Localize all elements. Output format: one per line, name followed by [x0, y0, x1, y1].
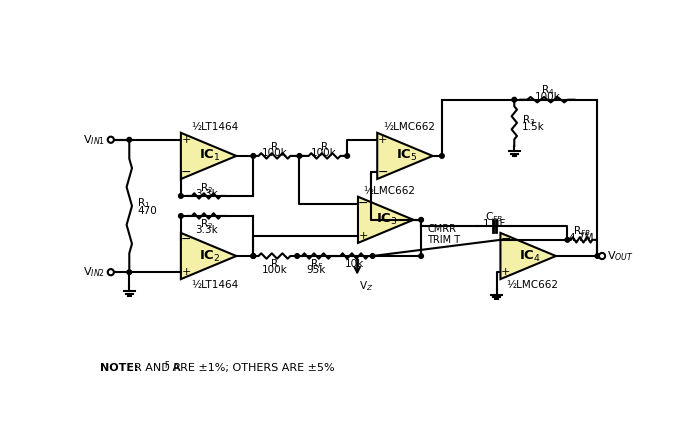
- Text: F: F: [164, 361, 169, 370]
- Text: 100k: 100k: [535, 92, 560, 102]
- Text: CMRR
TRIM T: CMRR TRIM T: [427, 224, 461, 245]
- Text: 100k: 100k: [312, 148, 337, 158]
- Text: IC$_2$: IC$_2$: [199, 249, 221, 264]
- Text: ½LMC662: ½LMC662: [506, 280, 558, 290]
- Polygon shape: [358, 197, 414, 243]
- Text: ½LT1464: ½LT1464: [191, 122, 239, 132]
- Text: ½LMC662: ½LMC662: [383, 122, 435, 132]
- Text: +: +: [501, 267, 510, 277]
- Circle shape: [345, 154, 349, 158]
- Text: IC$_3$: IC$_3$: [377, 212, 398, 227]
- Text: −: −: [181, 233, 192, 246]
- Polygon shape: [181, 233, 237, 279]
- Text: +: +: [181, 135, 191, 145]
- Text: 3.3k: 3.3k: [195, 225, 218, 235]
- Text: 100k: 100k: [262, 265, 287, 275]
- Text: 470: 470: [137, 206, 157, 216]
- Circle shape: [595, 254, 600, 259]
- Circle shape: [251, 154, 256, 158]
- Polygon shape: [500, 233, 556, 279]
- Text: R$_F$: R$_F$: [309, 257, 323, 271]
- Text: R: R: [271, 142, 278, 152]
- Text: C$_{FB}$: C$_{FB}$: [485, 210, 503, 224]
- Text: 3.3k: 3.3k: [195, 189, 218, 200]
- Text: ARE ±1%; OTHERS ARE ±5%: ARE ±1%; OTHERS ARE ±5%: [169, 363, 335, 373]
- Text: −: −: [181, 165, 192, 178]
- Text: 10k: 10k: [344, 259, 364, 269]
- Text: −: −: [358, 197, 369, 210]
- Circle shape: [419, 217, 423, 222]
- Text: −: −: [500, 233, 511, 246]
- Text: R$_2$: R$_2$: [199, 181, 213, 195]
- Text: R$_1$: R$_1$: [137, 196, 150, 210]
- Text: IC$_4$: IC$_4$: [519, 249, 541, 264]
- Text: R AND R: R AND R: [134, 363, 181, 373]
- Circle shape: [370, 254, 375, 259]
- Circle shape: [127, 270, 132, 275]
- Circle shape: [565, 238, 570, 242]
- Circle shape: [440, 154, 444, 158]
- Circle shape: [178, 194, 183, 198]
- Circle shape: [127, 137, 132, 142]
- Text: IC$_1$: IC$_1$: [199, 149, 221, 164]
- Circle shape: [251, 254, 256, 259]
- Circle shape: [298, 154, 302, 158]
- Text: +: +: [358, 231, 368, 241]
- Text: R$_2$: R$_2$: [199, 217, 213, 230]
- Text: IC$_5$: IC$_5$: [395, 149, 417, 164]
- Text: 4.7M: 4.7M: [569, 233, 594, 242]
- Text: R: R: [271, 259, 278, 269]
- Text: V$_Z$: V$_Z$: [358, 279, 373, 293]
- Circle shape: [419, 254, 423, 259]
- Text: R$_3$: R$_3$: [522, 113, 536, 126]
- Text: R$_{FB}$: R$_{FB}$: [573, 224, 591, 238]
- Text: 1.5k: 1.5k: [522, 123, 545, 132]
- Text: NOTE:: NOTE:: [100, 363, 139, 373]
- Text: ½LMC662: ½LMC662: [363, 186, 416, 196]
- Text: 100k: 100k: [262, 148, 287, 158]
- Circle shape: [108, 269, 114, 275]
- Text: R$_4$: R$_4$: [540, 84, 554, 97]
- Text: V$_{IN2}$: V$_{IN2}$: [83, 265, 106, 279]
- Text: +: +: [378, 135, 387, 145]
- Text: +: +: [181, 267, 191, 277]
- Polygon shape: [181, 133, 237, 179]
- Text: −: −: [377, 165, 388, 178]
- Text: R: R: [321, 142, 328, 152]
- Text: 1 μF: 1 μF: [483, 219, 505, 229]
- Circle shape: [251, 254, 256, 259]
- Text: ½LT1464: ½LT1464: [191, 280, 239, 290]
- Circle shape: [295, 254, 300, 259]
- Circle shape: [108, 137, 114, 143]
- Circle shape: [512, 97, 517, 102]
- Text: V$_{IN1}$: V$_{IN1}$: [83, 133, 106, 147]
- Text: 95k: 95k: [307, 265, 326, 275]
- Circle shape: [599, 253, 605, 259]
- Circle shape: [178, 213, 183, 218]
- Polygon shape: [377, 133, 433, 179]
- Text: V$_{OUT}$: V$_{OUT}$: [608, 249, 634, 263]
